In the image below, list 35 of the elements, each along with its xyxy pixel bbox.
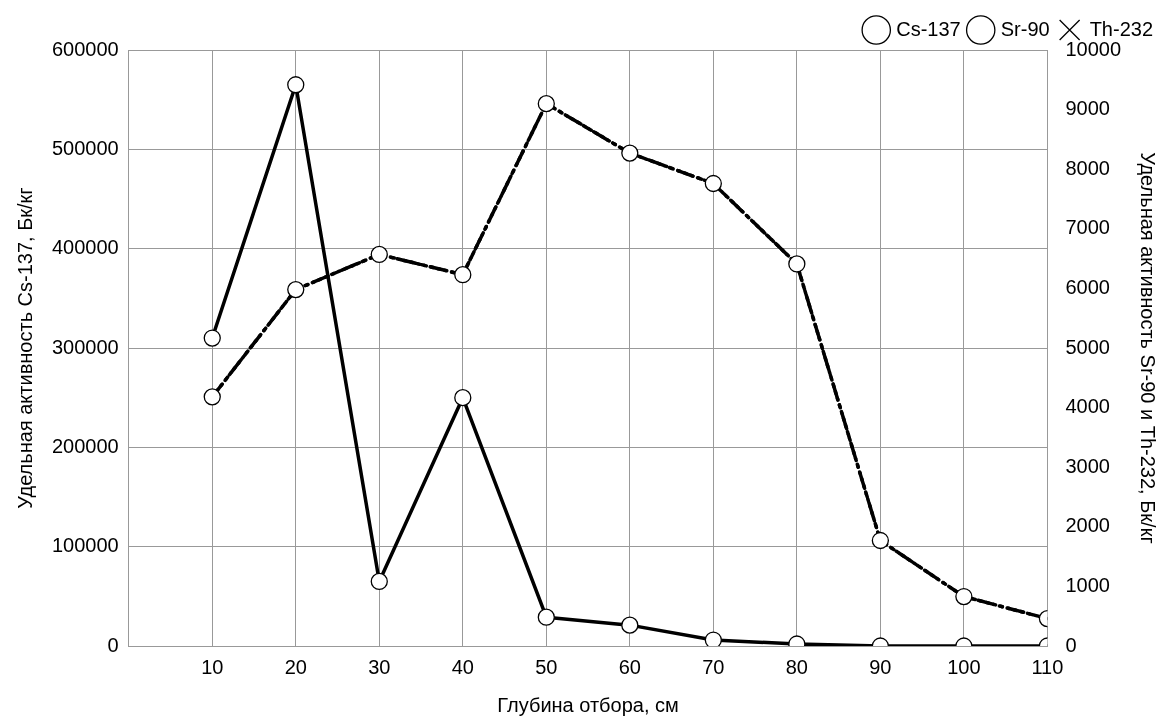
x-tick-label: 50: [535, 655, 558, 678]
legend-label: Th-232: [1089, 17, 1154, 40]
y2-axis-title: Удельная активность Sr-90 и Th-232, Бк/кг: [1137, 152, 1160, 544]
y2-tick-label: 5000: [1065, 335, 1110, 358]
x-tick-label: 60: [618, 655, 641, 678]
y2-tick-label: 1000: [1065, 573, 1110, 596]
y2-tick-label: 0: [1065, 633, 1077, 656]
y2-tick-label: 10000: [1065, 37, 1122, 60]
y2-tick-label: 3000: [1065, 454, 1110, 477]
legend-label: Sr-90: [1000, 17, 1050, 40]
y-tick-label: 100000: [51, 534, 119, 557]
x-axis-title: Глубина отбора, см: [497, 693, 679, 716]
y2-tick-label: 9000: [1065, 97, 1110, 120]
legend-label: Cs-137: [896, 17, 961, 40]
y2-tick-label: 7000: [1065, 216, 1110, 239]
y-tick-label: 0: [107, 633, 119, 656]
x-tick-label: 70: [702, 655, 725, 678]
y-tick-label: 400000: [51, 236, 119, 259]
x-tick-label: 40: [451, 655, 474, 678]
y-axis-title: Удельная активность Cs-137, Бк/кг: [13, 187, 36, 509]
x-tick-label: 80: [785, 655, 808, 678]
y2-tick-label: 8000: [1065, 156, 1110, 179]
x-tick-label: 90: [869, 655, 892, 678]
y2-tick-label: 4000: [1065, 395, 1110, 418]
y2-tick-label: 6000: [1065, 275, 1110, 298]
y-tick-label: 200000: [51, 434, 119, 457]
y-tick-label: 600000: [51, 37, 119, 60]
x-tick-label: 100: [947, 655, 981, 678]
x-tick-label: 10: [201, 655, 224, 678]
x-tick-label: 30: [368, 655, 391, 678]
y-tick-label: 500000: [51, 136, 119, 159]
y2-tick-label: 2000: [1065, 514, 1110, 537]
y-tick-label: 300000: [51, 335, 119, 358]
x-tick-label: 110: [1031, 655, 1064, 678]
x-tick-label: 20: [284, 655, 307, 678]
